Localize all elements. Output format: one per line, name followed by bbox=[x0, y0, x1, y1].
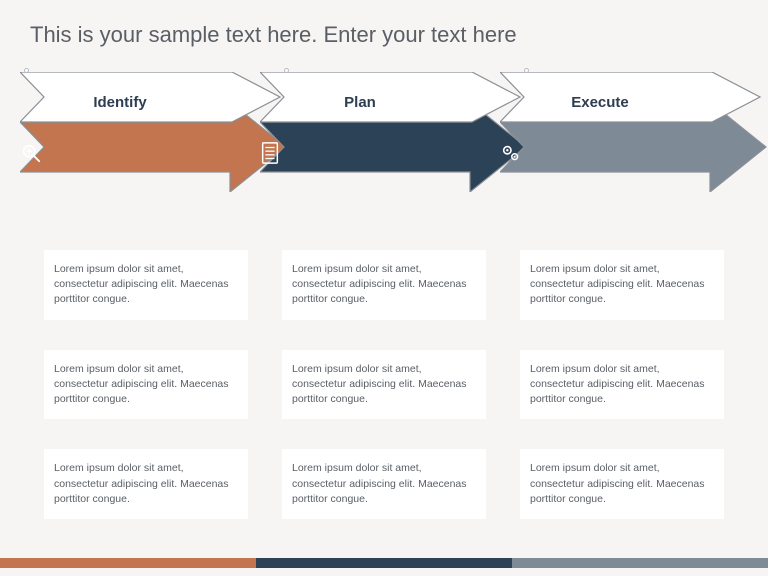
text-box: Lorem ipsum dolor sit amet, consectetur … bbox=[520, 350, 724, 420]
footer-bar bbox=[0, 558, 768, 568]
step-label: Plan bbox=[260, 94, 460, 111]
text-box: Lorem ipsum dolor sit amet, consectetur … bbox=[44, 350, 248, 420]
text-box: Lorem ipsum dolor sit amet, consectetur … bbox=[282, 250, 486, 320]
step-label: Identify bbox=[20, 94, 220, 111]
text-box: Lorem ipsum dolor sit amet, consectetur … bbox=[44, 449, 248, 519]
text-box: Lorem ipsum dolor sit amet, consectetur … bbox=[520, 449, 724, 519]
step-arrow-plan: Plan bbox=[260, 72, 530, 192]
step-arrow-identify: Identify bbox=[20, 72, 290, 192]
text-box: Lorem ipsum dolor sit amet, consectetur … bbox=[520, 250, 724, 320]
text-box: Lorem ipsum dolor sit amet, consectetur … bbox=[44, 250, 248, 320]
footer-seg-3 bbox=[512, 558, 768, 568]
footer-seg-2 bbox=[256, 558, 512, 568]
text-box: Lorem ipsum dolor sit amet, consectetur … bbox=[282, 449, 486, 519]
step-label: Execute bbox=[500, 94, 700, 111]
step-arrow-execute: Execute bbox=[500, 72, 768, 192]
arrows-region: Identify Plan bbox=[0, 62, 768, 202]
page-title: This is your sample text here. Enter you… bbox=[0, 0, 768, 62]
footer-seg-1 bbox=[0, 558, 256, 568]
text-grid: Lorem ipsum dolor sit amet, consectetur … bbox=[44, 250, 724, 519]
text-box: Lorem ipsum dolor sit amet, consectetur … bbox=[282, 350, 486, 420]
